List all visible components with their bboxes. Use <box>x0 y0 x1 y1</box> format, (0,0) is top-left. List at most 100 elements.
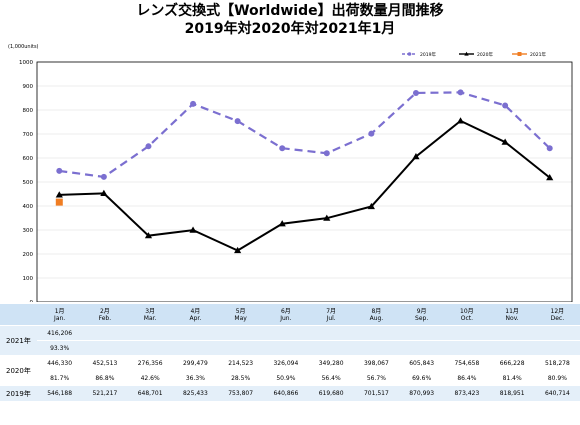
value-cell: 825,433 <box>172 385 218 402</box>
month-jp-label: 3月 <box>145 307 156 315</box>
data-point <box>412 152 420 160</box>
data-point <box>502 102 509 109</box>
data-point <box>56 167 63 174</box>
ratio-cell <box>127 340 173 356</box>
month-en-label: May <box>234 314 247 322</box>
value-cell: 754,658 <box>444 355 490 371</box>
value-cell: 648,701 <box>127 385 173 402</box>
month-jp-label: 8月 <box>371 307 382 315</box>
table-row: 93.3% <box>0 340 580 356</box>
legend-label: 2021年 <box>530 51 546 58</box>
data-point <box>546 174 554 181</box>
series-line-2019年 <box>59 91 551 179</box>
value-cell: 666,228 <box>489 355 535 371</box>
month-jp-label: 4月 <box>190 307 201 315</box>
ratio-cell: 36.3% <box>172 370 218 386</box>
line-chart: (1,000units) 0 100 200 300 400 500 600 700 800 90… <box>8 44 573 302</box>
ratio-cell <box>399 340 445 356</box>
month-en-label: Jul. <box>326 314 336 322</box>
value-cell: 640,714 <box>534 385 580 402</box>
value-cell <box>353 325 399 341</box>
value-cell <box>444 325 490 341</box>
month-en-label: Oct. <box>460 314 474 322</box>
ratio-cell <box>263 340 309 356</box>
month-jp-label: 5月 <box>235 307 246 315</box>
month-en-label: Nov. <box>505 314 519 322</box>
ratio-cell: 56.7% <box>353 370 399 386</box>
legend-marker <box>464 51 469 56</box>
data-point <box>368 130 375 137</box>
ratio-cell <box>489 340 535 356</box>
value-cell <box>218 325 264 341</box>
ratio-cell: 86.8% <box>82 370 128 386</box>
ratio-cell <box>534 340 580 356</box>
month-header-cell: 3月 Mar. <box>127 304 173 326</box>
value-cell <box>127 325 173 341</box>
value-cell: 640,866 <box>263 385 309 402</box>
y-tick-label: 0 <box>30 300 34 302</box>
data-point <box>145 143 152 150</box>
value-cell: 446,330 <box>37 355 83 371</box>
y-tick-label: 700 <box>23 132 34 138</box>
month-header-cell: 1月 Jan. <box>37 304 83 326</box>
month-jp-label: 7月 <box>326 307 337 315</box>
data-point <box>189 226 197 233</box>
month-jp-label: 1月 <box>54 307 65 315</box>
row-label: 2021年 <box>0 325 37 356</box>
data-point <box>457 89 464 96</box>
table-row: 2020年 446,330 452,513 276,356 299,479 214,523… <box>0 355 580 386</box>
row-label: 2020年 <box>0 355 37 386</box>
value-cell <box>82 325 128 341</box>
value-cell <box>399 325 445 341</box>
value-cell: 701,517 <box>353 385 399 402</box>
value-cell: 873,423 <box>444 385 490 402</box>
month-jp-label: 11月 <box>505 307 519 315</box>
y-tick-label: 100 <box>23 276 34 282</box>
month-jp-label: 2月 <box>99 307 110 315</box>
value-cell: 818,951 <box>489 385 535 402</box>
ratio-cell: 56.4% <box>308 370 354 386</box>
title-line-2: 2019年対2020年対2021年1月 <box>184 21 396 37</box>
value-cell <box>172 325 218 341</box>
ratio-cell <box>444 340 490 356</box>
ratio-cell: 28.5% <box>218 370 264 386</box>
ratio-cell: 81.4% <box>489 370 535 386</box>
month-en-label: Mar. <box>143 314 157 322</box>
month-header-cell: 2月 Feb. <box>82 304 128 326</box>
table-row: 2019年 546,188 521,217 648,701 825,433 753,807… <box>0 385 580 402</box>
value-cell: 546,188 <box>37 385 83 402</box>
month-en-label: Apr. <box>189 314 202 322</box>
legend-marker <box>407 52 412 56</box>
data-point <box>278 220 286 227</box>
month-jp-label: 9月 <box>416 307 427 315</box>
plot-area <box>36 61 573 302</box>
data-point <box>55 198 63 206</box>
month-jp-label: 10月 <box>460 307 474 315</box>
value-cell: 416,206 <box>37 325 83 341</box>
month-jp-label: 6月 <box>280 307 291 315</box>
table-corner-cell <box>0 304 37 326</box>
series-line-2020年 <box>59 119 551 252</box>
gridlines <box>37 85 572 279</box>
data-table: 1月 Jan. 2月 Feb. 3月 Mar. 4月 Apr. 5月 May 6月 Jun. 7月 Jul… <box>0 304 580 402</box>
y-tick-label: 800 <box>23 108 34 114</box>
month-header-cell: 11月 Nov. <box>489 304 535 326</box>
value-cell: 870,993 <box>399 385 445 402</box>
legend-label: 2020年 <box>477 51 493 58</box>
month-header-cell: 7月 Jul. <box>308 304 354 326</box>
value-cell <box>489 325 535 341</box>
month-header-cell: 8月 Aug. <box>353 304 399 326</box>
data-point <box>100 189 108 196</box>
table-row: 2021年 416,206 <box>0 325 580 356</box>
data-point <box>412 89 419 96</box>
ratio-cell: 80.9% <box>534 370 580 386</box>
ratio-cell: 81.7% <box>37 370 83 386</box>
y-tick-label: 300 <box>23 228 34 234</box>
data-point <box>234 246 242 254</box>
ratio-cell: 42.6% <box>127 370 173 386</box>
value-cell: 521,217 <box>82 385 128 402</box>
value-cell: 753,807 <box>218 385 264 402</box>
ratio-cell: 86.4% <box>444 370 490 386</box>
ratio-cell: 93.3% <box>37 340 83 356</box>
y-tick-label: 500 <box>23 180 34 186</box>
